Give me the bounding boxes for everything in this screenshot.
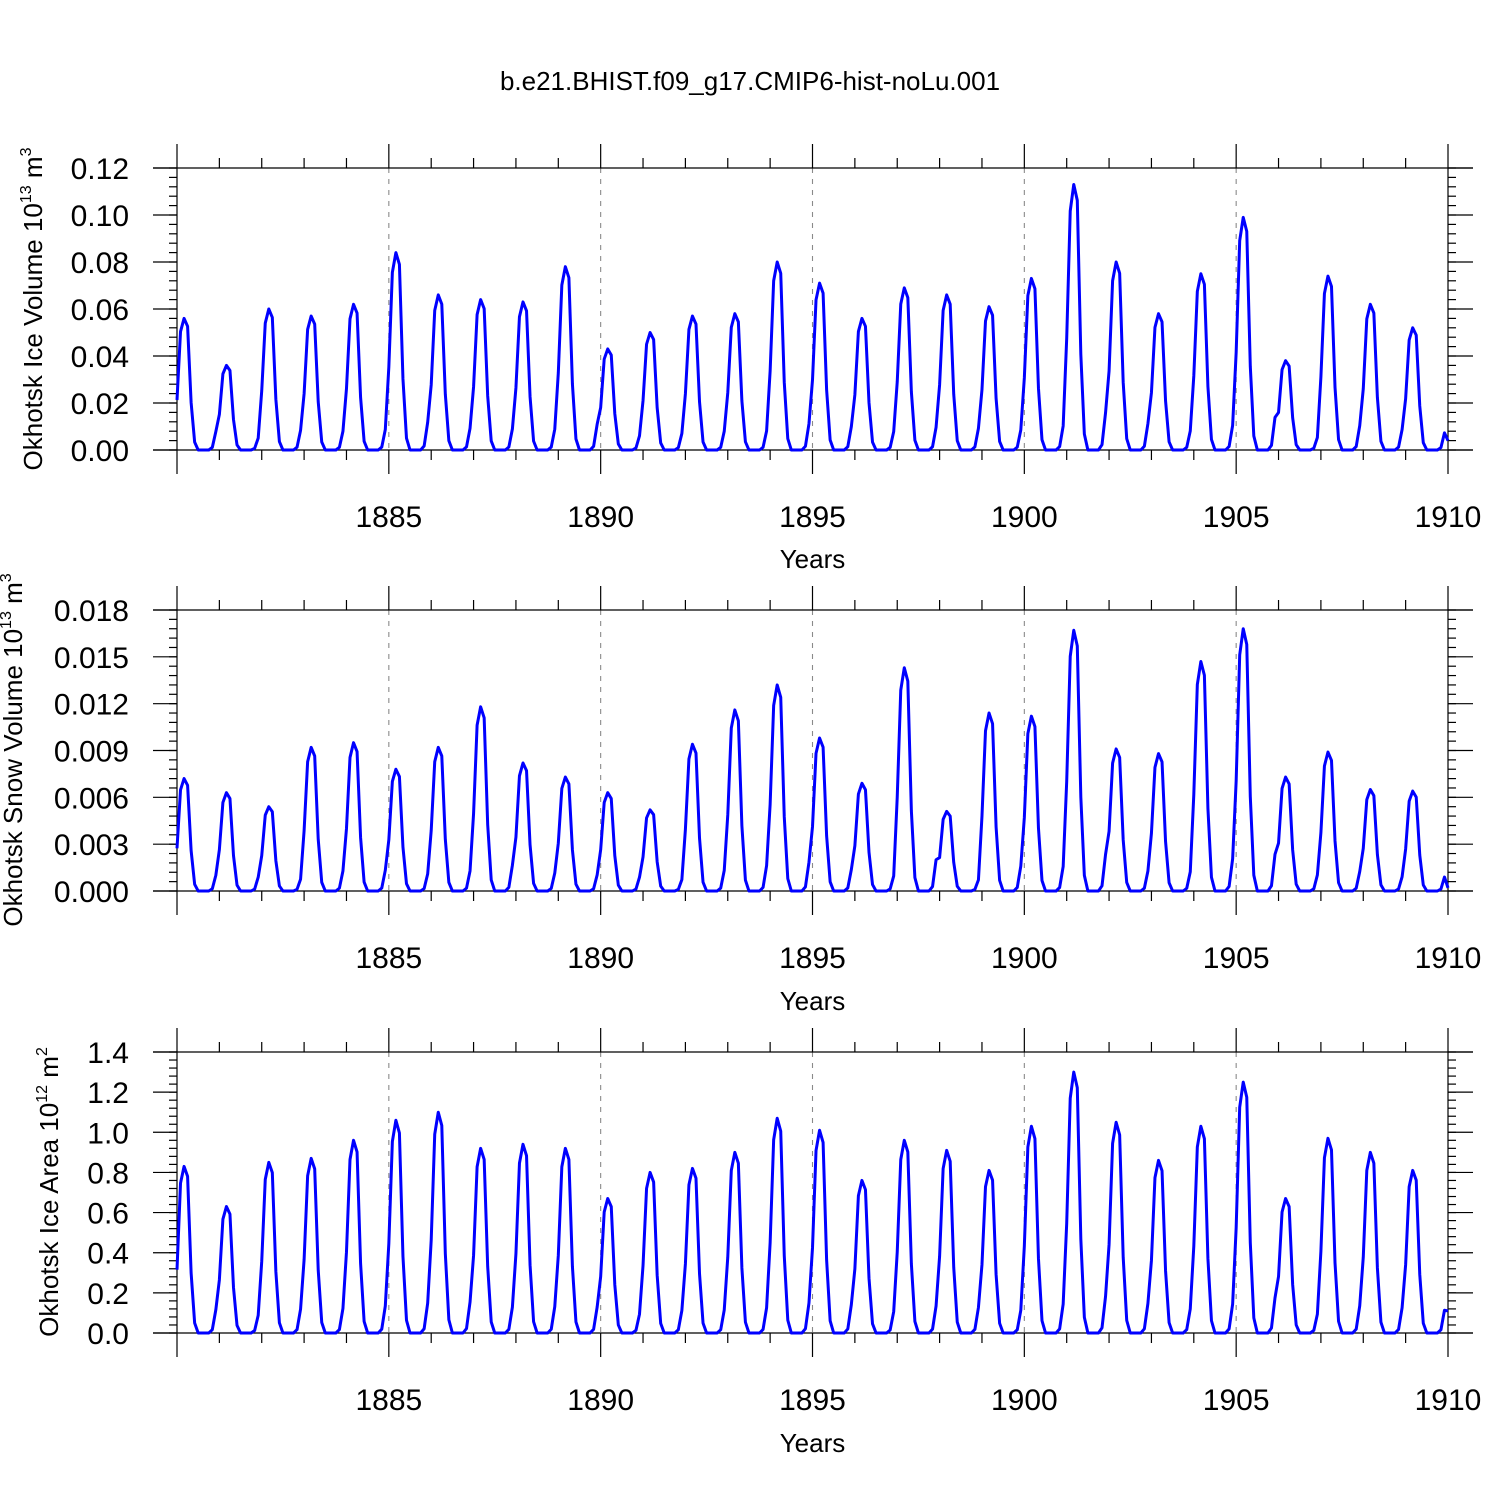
- x-tick-label: 1905: [1203, 1384, 1270, 1417]
- x-tick-label: 1900: [991, 942, 1058, 975]
- x-tick-label: 1910: [1415, 501, 1482, 534]
- y-label-text: m: [18, 156, 48, 185]
- y-tick-label: 1.4: [87, 1037, 129, 1070]
- x-tick-label: 1895: [779, 942, 846, 975]
- y-label-text: m: [0, 582, 28, 611]
- y-label-superscript: 3: [0, 573, 15, 582]
- y-tick-label: 0.012: [54, 689, 129, 722]
- x-tick-label: 1890: [567, 942, 634, 975]
- y-label-superscript: 12: [34, 1085, 51, 1103]
- y-tick-label: 0.006: [54, 782, 129, 815]
- y-tick-label: 0.4: [87, 1238, 129, 1271]
- y-label-text: Okhotsk Ice Area 10: [34, 1103, 64, 1337]
- x-tick-label: 1900: [991, 501, 1058, 534]
- x-tick-label: 1905: [1203, 942, 1270, 975]
- x-axis-label: Years: [780, 544, 846, 574]
- x-tick-label: 1885: [355, 1384, 422, 1417]
- x-tick-label: 1910: [1415, 1384, 1482, 1417]
- y-axis-label: Okhotsk Ice Volume 1013 m3: [18, 147, 48, 470]
- y-tick-label: 0.10: [71, 200, 129, 233]
- y-label-superscript: 13: [0, 611, 15, 629]
- y-tick-label: 0.0: [87, 1318, 129, 1351]
- y-tick-label: 0.6: [87, 1198, 129, 1231]
- y-axis-label: Okhotsk Snow Volume 1013 m3: [0, 573, 28, 926]
- series-line: [175, 627, 1450, 893]
- y-tick-label: 0.018: [54, 595, 129, 628]
- y-tick-label: 0.00: [71, 435, 129, 468]
- x-tick-label: 1885: [355, 942, 422, 975]
- panel-3: 0.0 0.2 0.4 0.6 0.8 1.0 1.2 1.4 1885 1890 1895 1900…: [34, 1028, 1481, 1458]
- y-label-text: Okhotsk Ice Volume 10: [18, 203, 48, 470]
- x-tick-label: 1885: [355, 501, 422, 534]
- y-label-text: Okhotsk Snow Volume 10: [0, 629, 28, 927]
- series-line: [175, 1070, 1449, 1335]
- x-tick-label: 1895: [779, 501, 846, 534]
- y-tick-label: 1.0: [87, 1117, 129, 1150]
- x-tick-label: 1890: [567, 1384, 634, 1417]
- x-tick-label: 1900: [991, 1384, 1058, 1417]
- panel-2: 0.000 0.003 0.006 0.009 0.012 0.015 0.018 1885 1…: [0, 573, 1481, 1016]
- y-tick-label: 0.2: [87, 1278, 129, 1311]
- y-tick-label: 0.009: [54, 736, 129, 769]
- y-label-superscript: 2: [34, 1047, 51, 1056]
- x-tick-label: 1910: [1415, 942, 1482, 975]
- y-label-superscript: 13: [18, 185, 35, 203]
- x-tick-label: 1895: [779, 1384, 846, 1417]
- series-line: [175, 182, 1450, 452]
- y-tick-label: 0.08: [71, 247, 129, 280]
- x-tick-label: 1890: [567, 501, 634, 534]
- y-label-text: m: [34, 1056, 64, 1085]
- y-axis-label: Okhotsk Ice Area 1012 m2: [34, 1047, 64, 1337]
- y-label-superscript: 3: [18, 147, 35, 156]
- y-tick-label: 0.06: [71, 294, 129, 327]
- y-tick-label: 1.2: [87, 1077, 129, 1110]
- x-axis-label: Years: [780, 986, 846, 1016]
- y-tick-label: 0.04: [71, 341, 129, 374]
- x-tick-label: 1905: [1203, 501, 1270, 534]
- x-axis-label: Years: [780, 1428, 846, 1458]
- y-tick-label: 0.8: [87, 1157, 129, 1190]
- y-tick-label: 0.003: [54, 829, 129, 862]
- y-tick-label: 0.12: [71, 153, 129, 186]
- y-tick-label: 0.000: [54, 876, 129, 909]
- y-tick-label: 0.02: [71, 388, 129, 421]
- panel-1: 0.00 0.02 0.04 0.06 0.08 0.10 0.12 1885 1890 1895…: [18, 144, 1481, 574]
- chart-title: b.e21.BHIST.f09_g17.CMIP6-hist-noLu.001: [500, 66, 1000, 96]
- y-tick-label: 0.015: [54, 642, 129, 675]
